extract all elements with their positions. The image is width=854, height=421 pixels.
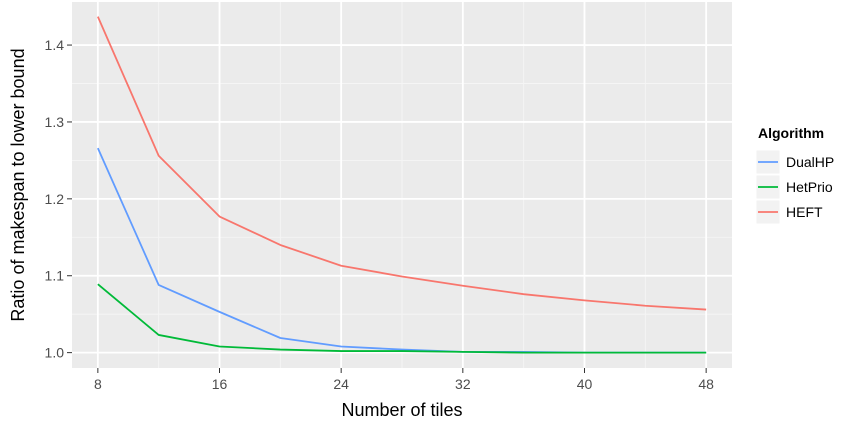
legend-title: Algorithm bbox=[758, 125, 824, 141]
x-tick-label: 32 bbox=[455, 376, 471, 392]
y-tick-label: 1.0 bbox=[45, 345, 65, 361]
legend-label: HEFT bbox=[786, 204, 823, 220]
y-tick-label: 1.4 bbox=[45, 37, 65, 53]
legend-item-heft: HEFT bbox=[755, 199, 823, 225]
legend: Algorithm DualHP HetPrio HEFT bbox=[755, 125, 834, 225]
major-gridlines bbox=[72, 2, 732, 368]
x-tick-label: 16 bbox=[212, 376, 228, 392]
y-tick-label: 1.3 bbox=[45, 114, 65, 130]
x-tick-label: 48 bbox=[698, 376, 714, 392]
x-axis-title: Number of tiles bbox=[341, 400, 462, 420]
legend-item-hetprio: HetPrio bbox=[755, 174, 833, 200]
y-tick-label: 1.1 bbox=[45, 268, 65, 284]
series-line-heft bbox=[97, 16, 707, 311]
x-axis: 8 16 24 32 40 48 bbox=[94, 368, 714, 392]
legend-label: DualHP bbox=[786, 154, 834, 170]
series-lines bbox=[97, 16, 707, 354]
y-tick-label: 1.2 bbox=[45, 191, 65, 207]
x-tick-label: 24 bbox=[333, 376, 349, 392]
legend-label: HetPrio bbox=[786, 179, 833, 195]
legend-item-dualhp: DualHP bbox=[755, 149, 834, 175]
x-tick-label: 8 bbox=[94, 376, 102, 392]
series-line-hetprio bbox=[97, 283, 707, 354]
y-axis-title: Ratio of makespan to lower bound bbox=[8, 48, 28, 321]
x-tick-label: 40 bbox=[577, 376, 593, 392]
y-axis: 1.0 1.1 1.2 1.3 1.4 bbox=[45, 37, 72, 361]
minor-gridlines bbox=[72, 2, 732, 368]
